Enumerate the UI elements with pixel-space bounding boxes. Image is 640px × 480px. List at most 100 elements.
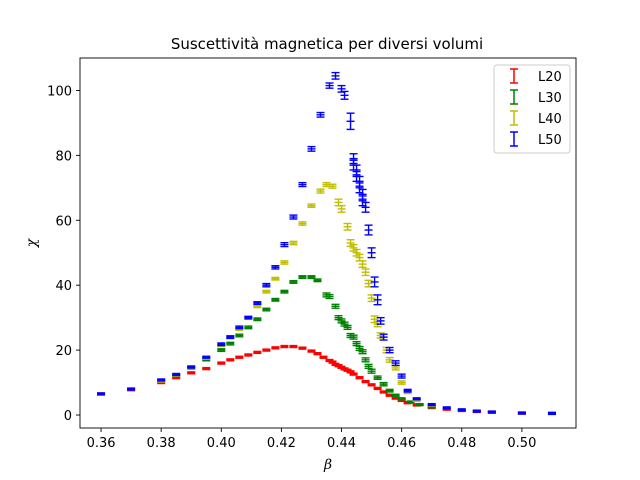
data-point <box>262 348 271 352</box>
data-point <box>343 324 352 331</box>
data-point <box>331 71 340 80</box>
data-point <box>547 411 556 416</box>
data-point <box>361 268 370 277</box>
data-point <box>262 282 271 288</box>
data-point <box>217 361 226 365</box>
data-point <box>385 388 394 393</box>
data-point <box>517 411 526 415</box>
data-point <box>187 365 196 369</box>
data-point <box>172 372 181 377</box>
data-point <box>262 289 271 294</box>
data-point <box>367 247 376 259</box>
data-point <box>217 342 226 347</box>
legend-item-L40: L40 <box>510 110 562 127</box>
data-point <box>355 175 364 187</box>
data-point <box>361 201 370 213</box>
legend-marker <box>510 131 518 147</box>
data-point <box>376 316 385 325</box>
data-point <box>244 353 253 357</box>
data-point <box>289 214 298 220</box>
data-point <box>346 112 355 131</box>
x-tick-label: 0.42 <box>267 436 296 451</box>
data-point <box>202 366 211 371</box>
data-point <box>298 181 307 188</box>
data-point <box>364 279 373 288</box>
data-point <box>316 188 325 194</box>
data-point <box>355 376 364 380</box>
data-point <box>349 372 358 376</box>
data-point <box>262 307 271 312</box>
legend-item-L30: L30 <box>510 89 562 106</box>
data-point <box>373 375 382 381</box>
data-point <box>280 289 289 294</box>
data-point <box>280 241 289 248</box>
data-point <box>289 344 298 349</box>
data-point <box>253 301 262 306</box>
legend-label: L30 <box>538 91 562 106</box>
data-point <box>415 402 424 407</box>
data-point <box>289 240 298 246</box>
data-point <box>325 82 334 89</box>
y-tick-label: 20 <box>55 344 72 359</box>
y-tick-label: 60 <box>55 214 72 229</box>
data-point <box>364 224 373 236</box>
x-tick-label: 0.46 <box>387 436 416 451</box>
data-point <box>457 408 466 412</box>
data-point <box>289 279 298 284</box>
data-point <box>337 204 346 213</box>
data-point <box>307 145 316 152</box>
x-tick-label: 0.38 <box>147 436 176 451</box>
data-point <box>322 181 331 188</box>
data-point <box>358 349 367 355</box>
data-point <box>313 278 322 283</box>
data-point <box>379 381 388 387</box>
data-point <box>472 409 481 413</box>
data-point <box>253 304 262 309</box>
data-point <box>307 349 316 353</box>
data-point <box>370 276 379 288</box>
data-point <box>385 346 394 354</box>
legend-item-L20: L20 <box>510 68 562 85</box>
data-point <box>217 348 226 353</box>
y-tick-label: 40 <box>55 279 72 294</box>
data-point <box>391 360 400 367</box>
data-point <box>97 392 106 396</box>
data-point <box>391 365 400 371</box>
data-point <box>280 344 289 349</box>
data-point <box>253 317 262 322</box>
data-point <box>385 356 394 363</box>
data-point <box>343 222 352 231</box>
x-tick-label: 0.36 <box>87 436 116 451</box>
data-point <box>298 346 307 350</box>
data-point <box>226 358 235 362</box>
data-point <box>313 352 322 356</box>
data-point <box>235 325 244 330</box>
data-point <box>358 195 367 207</box>
data-point <box>157 378 166 382</box>
data-point <box>328 183 337 189</box>
legend-label: L20 <box>538 70 562 85</box>
data-point <box>226 335 235 340</box>
x-axis-label: β <box>323 457 332 473</box>
data-point <box>397 397 406 401</box>
data-point <box>298 275 307 280</box>
series-L30 <box>157 275 436 409</box>
data-point <box>373 386 382 391</box>
data-point <box>367 383 376 387</box>
legend: L20 L30 L40 L50 <box>493 64 571 154</box>
y-tick-label: 80 <box>55 149 72 164</box>
data-point <box>271 346 280 350</box>
data-point <box>271 276 280 281</box>
data-point <box>235 333 244 338</box>
data-point <box>280 260 289 265</box>
data-point <box>316 111 325 118</box>
legend-marker <box>510 89 518 105</box>
y-axis-label: χ <box>24 237 40 248</box>
legend-label: L50 <box>538 133 562 148</box>
data-point <box>349 334 358 340</box>
data-point <box>235 355 244 359</box>
data-point <box>244 325 253 330</box>
legend-label: L40 <box>538 112 562 127</box>
data-point <box>187 371 196 375</box>
data-point <box>427 402 436 407</box>
